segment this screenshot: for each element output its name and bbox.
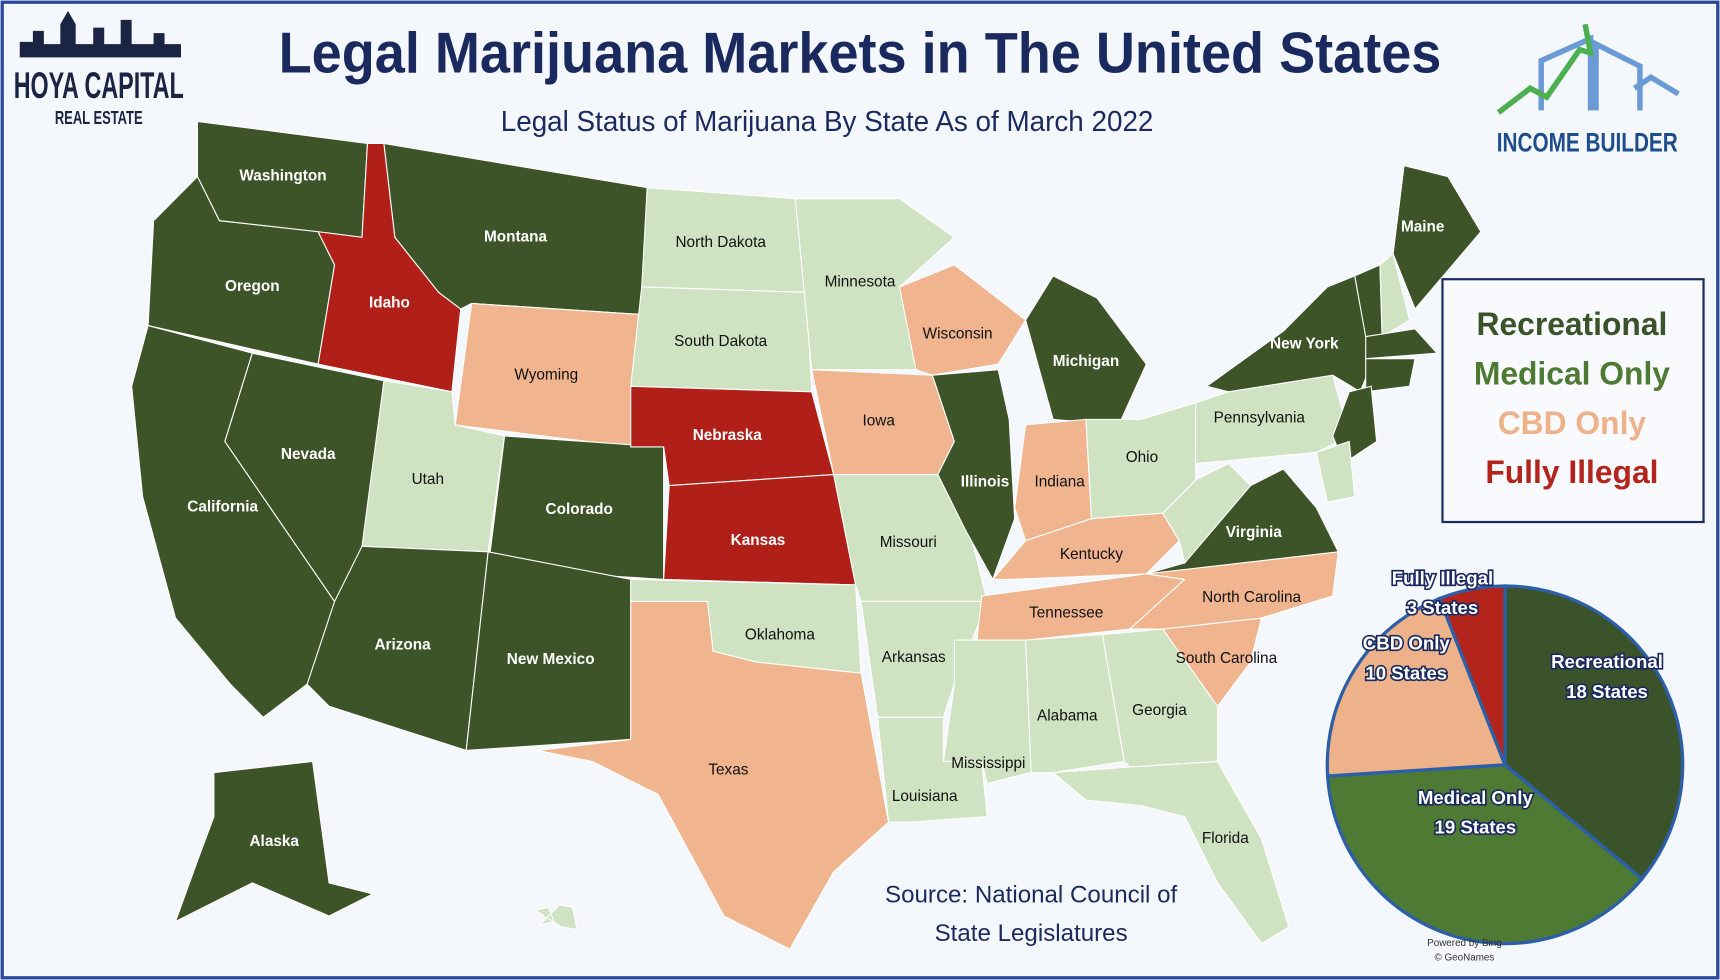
state-label: Oregon bbox=[225, 278, 280, 295]
logo-left: HOYA CAPITAL REAL ESTATE bbox=[14, 11, 184, 128]
state-label: Texas bbox=[708, 761, 748, 778]
state-label: Tennessee bbox=[1029, 605, 1103, 622]
pie-slice bbox=[1325, 596, 1508, 778]
subtitle: Legal Status of Marijuana By State As of… bbox=[501, 106, 1154, 138]
state-label: Minnesota bbox=[825, 274, 896, 291]
logo-subtext: REAL ESTATE bbox=[55, 107, 143, 128]
state bbox=[1128, 551, 1339, 630]
state-label: Wyoming bbox=[514, 366, 578, 383]
legend-entry: Fully Illegal bbox=[1485, 454, 1658, 490]
state-label: Oklahoma bbox=[745, 627, 815, 644]
state-label: Alabama bbox=[1037, 707, 1098, 724]
pie-label: Medical Only bbox=[1418, 787, 1534, 808]
state-label: Washington bbox=[239, 168, 326, 185]
pie-value-label: 10 States bbox=[1365, 662, 1447, 683]
pie-chart: Recreational 18 States Medical Only 19 Stat… bbox=[1325, 566, 1685, 946]
state-label: Nebraska bbox=[693, 427, 763, 444]
state-label: Kentucky bbox=[1060, 546, 1123, 563]
pie-value-label: 18 States bbox=[1566, 681, 1648, 702]
source: Source: National Council of bbox=[885, 881, 1177, 908]
state-label: California bbox=[187, 499, 258, 516]
legend-entry: CBD Only bbox=[1498, 405, 1647, 441]
state-label: Indiana bbox=[1034, 473, 1085, 490]
logo-text: HOYA CAPITAL bbox=[14, 64, 184, 106]
legend-entry: Recreational bbox=[1476, 306, 1667, 342]
state-label: Virginia bbox=[1226, 524, 1282, 541]
state bbox=[1025, 275, 1147, 426]
state-label: Arkansas bbox=[882, 649, 946, 666]
logo-text: INCOME BUILDER bbox=[1497, 127, 1678, 157]
state-label: Mississippi bbox=[951, 755, 1025, 772]
state bbox=[1051, 760, 1290, 945]
state-label: South Dakota bbox=[674, 333, 767, 350]
state bbox=[1392, 164, 1482, 311]
state bbox=[1025, 633, 1125, 774]
state bbox=[1365, 328, 1439, 360]
map: Washington Oregon California Nevada Idaho Mon… bbox=[131, 120, 1482, 950]
pie-label: CBD Only bbox=[1363, 632, 1451, 653]
state-label: Alaska bbox=[249, 833, 299, 850]
state-label: Iowa bbox=[862, 413, 895, 430]
pie-slice bbox=[1325, 763, 1645, 946]
state-label: South Carolina bbox=[1176, 650, 1278, 667]
state-label: North Dakota bbox=[675, 234, 766, 251]
pie-slice bbox=[1437, 584, 1507, 766]
state-label: Ohio bbox=[1126, 449, 1158, 466]
state bbox=[1379, 252, 1411, 338]
state-label: Wisconsin bbox=[923, 325, 993, 342]
state-label: Michigan bbox=[1053, 353, 1120, 370]
pie-value-label: 19 States bbox=[1434, 817, 1516, 838]
pie-value-label: 3 States bbox=[1407, 597, 1478, 618]
state-label: Louisiana bbox=[892, 788, 958, 805]
credit: Powered by Bing bbox=[1427, 938, 1502, 949]
pie-slice bbox=[1503, 584, 1685, 882]
state bbox=[1315, 440, 1356, 503]
state-label: Colorado bbox=[546, 501, 613, 518]
state-label: Montana bbox=[484, 228, 548, 245]
state bbox=[174, 760, 375, 923]
state bbox=[537, 600, 890, 950]
state-label: Utah bbox=[412, 471, 444, 488]
state bbox=[860, 600, 989, 718]
legend-box bbox=[1441, 278, 1705, 524]
state bbox=[876, 716, 988, 823]
logo-right: INCOME BUILDER bbox=[1496, 23, 1680, 158]
pie-label: Fully Illegal bbox=[1392, 567, 1493, 588]
state-label: Idaho bbox=[369, 295, 410, 312]
legend: Recreational Medical Only CBD Only Fully Il… bbox=[1474, 306, 1670, 490]
state-label: Maine bbox=[1401, 218, 1445, 235]
credit: © GeoNames bbox=[1434, 953, 1494, 964]
state-label: Georgia bbox=[1132, 702, 1187, 719]
state-label: Nevada bbox=[281, 446, 336, 463]
state-label: Illinois bbox=[961, 473, 1010, 490]
state bbox=[898, 264, 1027, 376]
state-label: Pennsylvania bbox=[1214, 409, 1306, 426]
pie-label: Recreational bbox=[1551, 651, 1663, 672]
state-label: North Carolina bbox=[1202, 589, 1301, 606]
state bbox=[663, 473, 857, 586]
state-label: Kansas bbox=[731, 532, 786, 549]
state-label: New Mexico bbox=[507, 651, 595, 668]
legend-entry: Medical Only bbox=[1474, 355, 1670, 391]
state bbox=[1365, 358, 1416, 393]
state-label: New York bbox=[1270, 335, 1339, 352]
state bbox=[533, 904, 578, 930]
state-label: Missouri bbox=[880, 534, 937, 551]
state-label: Arizona bbox=[374, 637, 431, 654]
state bbox=[1162, 462, 1252, 565]
state-label: Florida bbox=[1202, 830, 1249, 847]
title: Legal Marijuana Markets in The United St… bbox=[279, 21, 1442, 85]
source: State Legislatures bbox=[935, 920, 1128, 947]
